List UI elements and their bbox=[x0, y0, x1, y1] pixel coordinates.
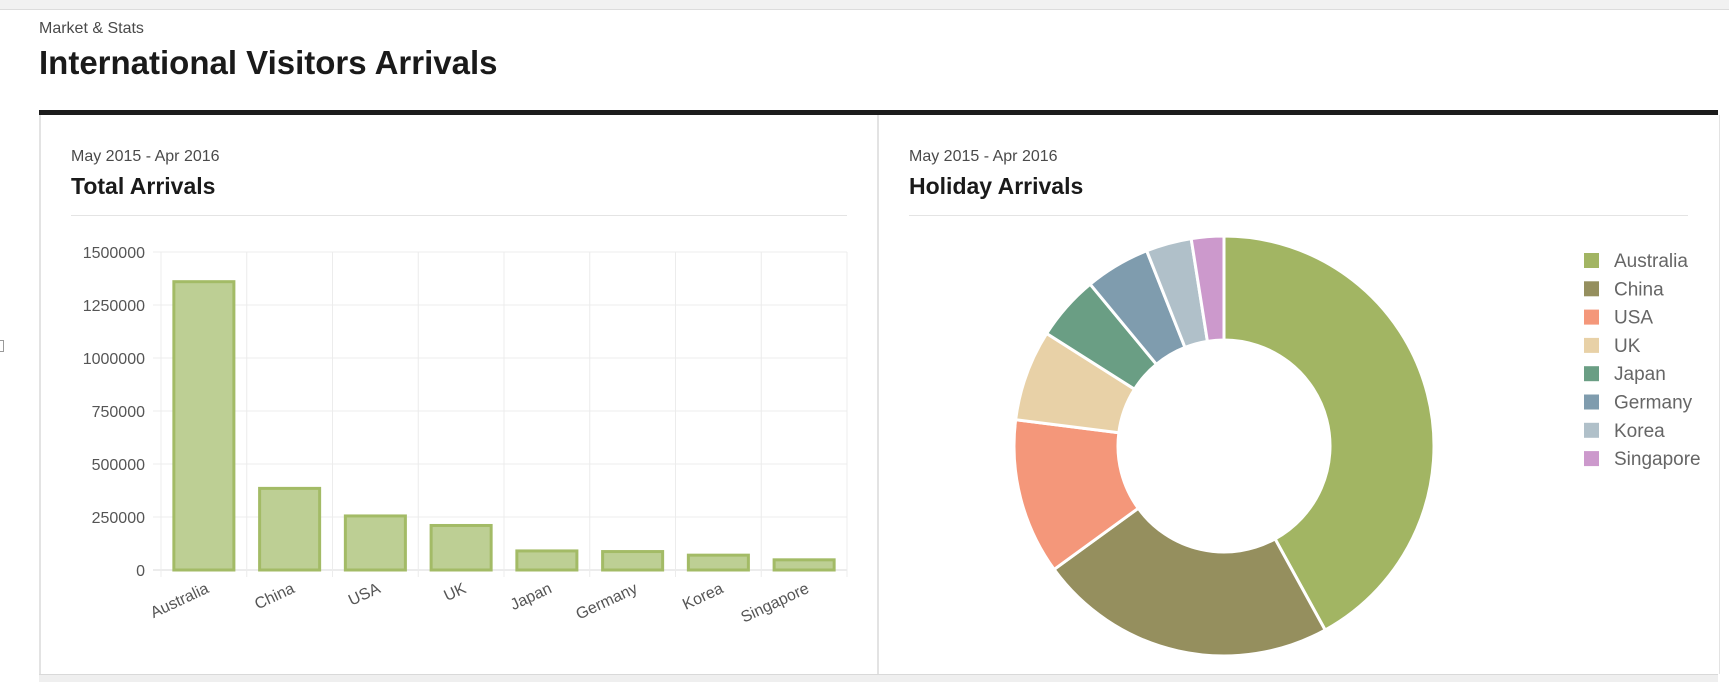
holiday-arrivals-donut-chart: Australia China USA UK Japan Germany Korea Sing… bbox=[1012, 234, 1701, 658]
x-tick-label: Korea bbox=[680, 580, 726, 613]
y-tick-label: 1500000 bbox=[83, 245, 145, 262]
legend-label-germany[interactable]: Germany bbox=[1614, 393, 1693, 414]
bar-australia[interactable] bbox=[172, 280, 236, 572]
card-divider bbox=[909, 215, 1688, 216]
legend-swatch bbox=[1584, 366, 1599, 382]
card-period: May 2015 - Apr 2016 bbox=[71, 148, 220, 165]
x-tick-label: Singapore bbox=[739, 580, 812, 626]
y-tick-label: 250000 bbox=[92, 510, 145, 527]
slice-singapore[interactable] bbox=[1189, 234, 1226, 344]
x-tick-label: Australia bbox=[148, 580, 212, 622]
holiday-arrivals-card: May 2015 - Apr 2016 Holiday Arrivals Aus… bbox=[877, 115, 1720, 674]
bar-singapore[interactable] bbox=[772, 558, 836, 572]
bottom-scrollbar[interactable] bbox=[39, 674, 1718, 682]
legend-swatch bbox=[1584, 422, 1599, 438]
card-title: Holiday Arrivals bbox=[909, 173, 1084, 199]
legend-label-australia[interactable]: Australia bbox=[1614, 251, 1688, 272]
legend-label-usa[interactable]: USA bbox=[1614, 308, 1653, 329]
bar-usa[interactable] bbox=[343, 514, 407, 572]
legend-label-korea[interactable]: Korea bbox=[1614, 421, 1665, 442]
card-divider bbox=[71, 215, 847, 216]
total-arrivals-bar-chart: 0 250000 500000 750000 1000000 1250000 1500000… bbox=[83, 245, 848, 626]
window-top-bar bbox=[0, 0, 1729, 10]
bar-uk[interactable] bbox=[429, 523, 493, 572]
legend-label-china[interactable]: China bbox=[1614, 279, 1664, 300]
slice-australia[interactable] bbox=[1222, 234, 1436, 633]
bar-germany[interactable] bbox=[601, 550, 665, 572]
bar-japan[interactable] bbox=[515, 549, 579, 572]
legend-swatch bbox=[1584, 394, 1599, 410]
legend-swatch bbox=[1584, 337, 1599, 353]
legend-label-uk[interactable]: UK bbox=[1614, 336, 1641, 357]
card-title: Total Arrivals bbox=[71, 173, 216, 199]
y-tick-label: 750000 bbox=[92, 404, 145, 421]
legend-label-japan[interactable]: Japan bbox=[1614, 364, 1666, 385]
y-tick-label: 500000 bbox=[92, 457, 145, 474]
y-tick-label: 1250000 bbox=[83, 298, 145, 315]
bar-china[interactable] bbox=[258, 486, 322, 572]
slice-china[interactable] bbox=[1052, 506, 1328, 658]
x-tick-label: UK bbox=[441, 580, 469, 605]
side-handle[interactable] bbox=[0, 340, 4, 352]
legend-swatch bbox=[1584, 281, 1599, 297]
y-tick-label: 0 bbox=[136, 563, 145, 580]
x-tick-label: USA bbox=[346, 580, 383, 609]
total-arrivals-card: May 2015 - Apr 2016 Total Arrivals 0 2500… bbox=[39, 115, 878, 674]
y-tick-label: 1000000 bbox=[83, 351, 145, 368]
page-title: International Visitors Arrivals bbox=[39, 44, 498, 81]
legend-swatch bbox=[1584, 309, 1599, 325]
x-tick-label: Japan bbox=[508, 580, 555, 614]
legend-swatch bbox=[1584, 451, 1599, 467]
x-tick-label: Germany bbox=[573, 580, 640, 623]
bar-korea[interactable] bbox=[686, 553, 750, 572]
breadcrumb[interactable]: Market & Stats bbox=[39, 20, 144, 37]
legend-swatch bbox=[1584, 253, 1599, 268]
charts-container: May 2015 - Apr 2016 Total Arrivals 0 2500… bbox=[39, 110, 1720, 679]
legend-label-singapore[interactable]: Singapore bbox=[1614, 449, 1701, 470]
x-tick-label: China bbox=[252, 580, 297, 613]
card-period: May 2015 - Apr 2016 bbox=[909, 148, 1058, 165]
